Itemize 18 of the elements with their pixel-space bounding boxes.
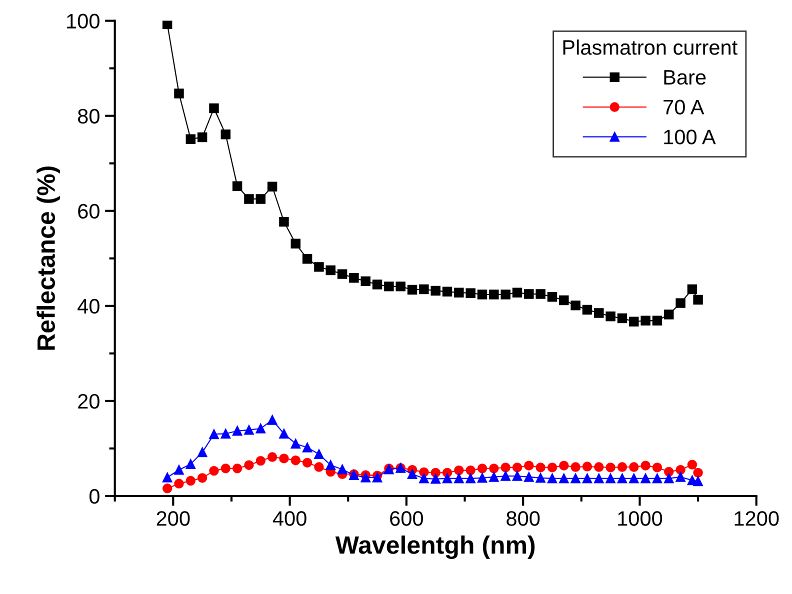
x-tick-label: 400 (272, 511, 306, 526)
y-tick-label: 40 (78, 298, 100, 314)
legend-label: Bare (664, 70, 706, 85)
y-tick-label: 100 (67, 14, 100, 29)
y-axis-title: Reflectance (%) (36, 166, 60, 350)
x-tick-label: 800 (506, 511, 540, 526)
y-tick-label: 20 (78, 394, 100, 409)
x-tick-label: 1200 (734, 511, 779, 526)
y-tick-label: 0 (89, 488, 100, 504)
legend-title: Plasmatron current (563, 40, 738, 55)
y-tick-label: 80 (78, 108, 100, 124)
legend-label: 70 A (664, 100, 704, 115)
x-tick-label: 600 (390, 511, 424, 526)
x-axis-title: Wavelentgh (nm) (335, 536, 535, 559)
legend-label: 100 A (664, 130, 716, 144)
y-tick-label: 60 (78, 204, 100, 219)
x-tick-label: 200 (156, 511, 190, 526)
x-tick-label: 1000 (618, 511, 662, 526)
